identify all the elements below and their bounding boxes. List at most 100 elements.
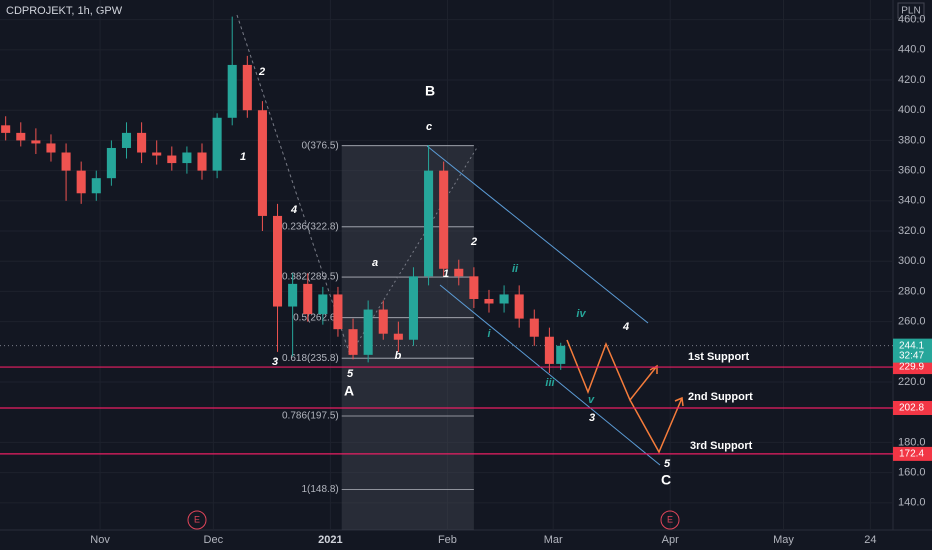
- channel-line: [426, 145, 649, 324]
- y-tick-label: 420.0: [898, 74, 926, 86]
- price-badge: [893, 400, 932, 415]
- candle-body: [16, 132, 26, 141]
- candle-body: [106, 147, 116, 179]
- candle-body: [378, 309, 388, 334]
- x-tick-label: Dec: [204, 534, 224, 546]
- countdown: 32:47: [899, 350, 924, 361]
- earnings-marker: [187, 510, 207, 530]
- candle-body: [152, 152, 162, 156]
- x-tick-label: Nov: [90, 534, 110, 546]
- fib-label: 0(376.5): [301, 140, 338, 151]
- wave-label: 2: [258, 66, 265, 78]
- y-tick-label: 300.0: [898, 255, 926, 267]
- y-tick-label: 140.0: [898, 497, 926, 509]
- fib-label: 0.382(289.5): [282, 272, 339, 283]
- y-tick-label: 260.0: [898, 316, 926, 328]
- candle-body: [499, 294, 509, 304]
- wave-label: iii: [545, 377, 555, 389]
- y-tick-label: 220.0: [898, 376, 926, 388]
- candle-body: [544, 336, 554, 364]
- candle-body: [76, 170, 86, 194]
- fib-label: 0.786(197.5): [282, 411, 339, 422]
- candle-body: [31, 140, 41, 144]
- candle-body: [167, 155, 177, 164]
- candle-body: [363, 309, 373, 355]
- candle-body: [303, 283, 313, 315]
- wave-label: A: [344, 383, 354, 399]
- candle-body: [227, 64, 237, 118]
- price-badge-label: 172.4: [899, 449, 924, 460]
- candle-body: [272, 215, 283, 307]
- candle-body: [121, 132, 132, 148]
- y-tick-label: 440.0: [898, 44, 926, 56]
- wave-label: 1: [443, 268, 449, 280]
- price-badge: [893, 446, 932, 461]
- support-name: 3rd Support: [690, 440, 753, 452]
- wave-label: 1: [240, 151, 246, 163]
- wave-label: 4: [622, 321, 629, 333]
- chart-title: CDPROJEKT, 1h, GPW: [6, 5, 123, 17]
- price-badge-label: 244.1: [899, 340, 924, 351]
- y-tick-label: 460.0: [898, 14, 926, 26]
- candle-body: [348, 329, 358, 355]
- wave-label: 4: [290, 204, 297, 216]
- candle-body: [514, 294, 524, 319]
- candle-body: [137, 132, 147, 153]
- wave-label: C: [661, 472, 671, 488]
- wave-label: v: [588, 394, 595, 406]
- fib-box: [341, 145, 474, 530]
- candle-body: [46, 143, 56, 153]
- candle-body: [393, 333, 403, 340]
- currency: PLN: [901, 6, 920, 17]
- candle-body: [288, 283, 298, 307]
- y-tick-label: 400.0: [898, 104, 926, 116]
- candle-body: [318, 294, 328, 315]
- arrow-head: [674, 396, 684, 407]
- wave-label: 5: [347, 368, 354, 380]
- price-badge-label: 202.8: [899, 403, 924, 414]
- candle-body: [61, 152, 71, 171]
- candle-body: [257, 110, 267, 216]
- candle-body: [529, 318, 539, 337]
- support-name: 1st Support: [688, 351, 749, 363]
- candle-body: [424, 170, 434, 277]
- earnings-label: E: [667, 514, 673, 524]
- fib-label: 0.236(322.8): [282, 221, 339, 232]
- price-badge-label: 229.9: [899, 362, 924, 373]
- earnings-label: E: [194, 514, 200, 524]
- candle-body: [333, 294, 343, 330]
- x-tick-label: 2021: [318, 534, 342, 546]
- projection-path: [629, 397, 683, 454]
- candle-body: [182, 152, 192, 164]
- wave-label: 5: [664, 458, 671, 470]
- channel-line: [439, 284, 661, 466]
- candle-body: [197, 152, 207, 171]
- y-tick-label: 380.0: [898, 134, 926, 146]
- x-tick-label: Feb: [438, 534, 457, 546]
- wave-label: b: [395, 350, 402, 362]
- fib-label: 0.5(262.6): [293, 312, 339, 323]
- candle-body: [469, 276, 479, 299]
- candle-body: [454, 268, 464, 277]
- candle-body: [439, 170, 449, 269]
- candle-body: [212, 117, 222, 171]
- price-badge: [893, 338, 932, 363]
- y-tick-label: 360.0: [898, 165, 926, 177]
- candle-body: [242, 64, 252, 111]
- wave-label: a: [372, 257, 378, 269]
- wave-label: 3: [589, 412, 595, 424]
- y-tick-label: 280.0: [898, 285, 926, 297]
- x-tick-label: May: [773, 534, 794, 546]
- y-tick-label: 320.0: [898, 225, 926, 237]
- wave-label: ii: [512, 263, 519, 275]
- x-tick-label: 24: [864, 534, 876, 546]
- candle-body: [484, 298, 494, 304]
- currency-box: [897, 2, 925, 19]
- wave-label: iv: [576, 308, 586, 320]
- wave-label: 2: [470, 236, 477, 248]
- projection-path: [566, 339, 658, 402]
- candle-body: [1, 125, 11, 133]
- earnings-marker: [660, 510, 680, 530]
- candle-body: [556, 345, 566, 364]
